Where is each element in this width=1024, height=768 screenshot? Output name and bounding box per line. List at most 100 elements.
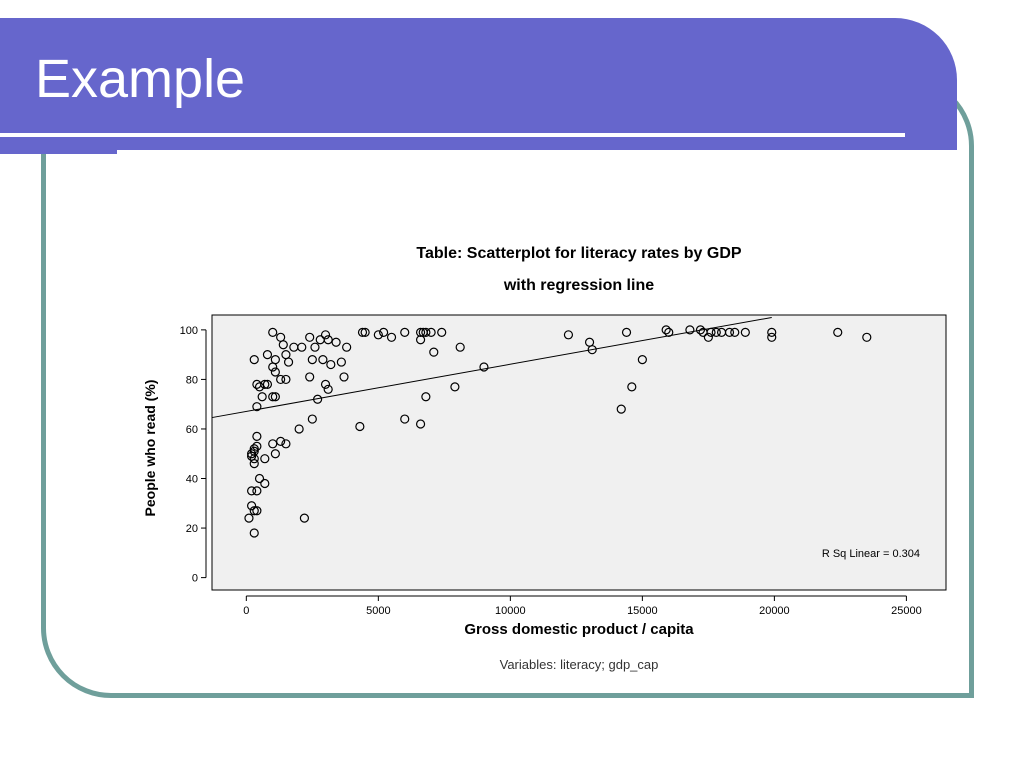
data-point bbox=[711, 327, 721, 337]
y-tick-label: 60 bbox=[186, 424, 198, 436]
data-point bbox=[278, 340, 288, 350]
data-point bbox=[437, 327, 447, 337]
data-point bbox=[415, 335, 426, 345]
data-point bbox=[379, 327, 389, 337]
data-point bbox=[415, 419, 426, 429]
data-point bbox=[276, 374, 286, 385]
data-point bbox=[270, 392, 280, 402]
data-point bbox=[260, 454, 270, 464]
data-point bbox=[249, 528, 259, 538]
x-axis-label: Gross domestic product / capita bbox=[464, 621, 694, 638]
data-point bbox=[247, 449, 257, 459]
data-point bbox=[724, 327, 735, 337]
x-tick-label: 0 bbox=[243, 605, 249, 617]
data-point bbox=[421, 392, 431, 402]
data-point bbox=[320, 379, 331, 389]
data-point bbox=[260, 478, 270, 489]
x-tick-label: 15000 bbox=[627, 605, 658, 617]
data-point bbox=[320, 330, 331, 340]
data-point bbox=[247, 451, 257, 461]
header-accent-tab bbox=[0, 150, 117, 154]
data-point bbox=[252, 402, 262, 412]
y-tick-label: 100 bbox=[180, 325, 198, 337]
chart-title: Table: Scatterplot for literacy rates by… bbox=[416, 245, 742, 262]
data-point bbox=[268, 392, 278, 402]
data-point bbox=[249, 506, 259, 516]
data-point bbox=[621, 327, 632, 337]
data-point bbox=[307, 354, 317, 365]
data-point bbox=[336, 357, 346, 367]
r-squared-annotation: R Sq Linear = 0.304 bbox=[821, 548, 920, 560]
slide-header-bar bbox=[0, 18, 957, 150]
data-point bbox=[326, 359, 336, 370]
data-point bbox=[276, 436, 286, 446]
data-point bbox=[257, 392, 267, 402]
data-point bbox=[767, 327, 777, 337]
data-point bbox=[357, 327, 368, 337]
data-point bbox=[563, 330, 574, 340]
data-point bbox=[587, 345, 597, 355]
data-point bbox=[270, 367, 280, 377]
data-point bbox=[339, 372, 349, 382]
data-point bbox=[455, 342, 465, 352]
y-tick-label: 40 bbox=[186, 474, 198, 486]
data-point bbox=[706, 327, 716, 337]
plot-area bbox=[211, 314, 947, 591]
data-point bbox=[247, 501, 257, 511]
data-point bbox=[323, 335, 333, 345]
data-point bbox=[767, 332, 777, 342]
header-divider-line bbox=[0, 133, 905, 137]
y-tick-label: 0 bbox=[192, 573, 198, 585]
data-point bbox=[426, 327, 436, 337]
y-tick-label: 80 bbox=[186, 374, 198, 386]
data-point bbox=[247, 486, 257, 496]
data-point bbox=[661, 325, 671, 335]
data-point bbox=[331, 337, 341, 347]
data-point bbox=[254, 473, 265, 484]
data-point bbox=[294, 424, 304, 434]
data-point bbox=[252, 506, 262, 516]
x-tick-label: 5000 bbox=[366, 605, 390, 617]
data-point bbox=[400, 414, 410, 424]
data-point bbox=[703, 332, 713, 342]
data-point bbox=[262, 350, 273, 360]
data-point bbox=[479, 362, 489, 372]
data-point bbox=[262, 379, 273, 389]
x-tick-label: 25000 bbox=[891, 605, 922, 617]
data-point bbox=[249, 454, 259, 464]
data-point bbox=[685, 325, 695, 335]
data-point bbox=[252, 441, 262, 451]
data-point bbox=[299, 513, 310, 523]
data-point bbox=[313, 394, 323, 404]
data-point bbox=[355, 421, 365, 432]
chart-subtitle: with regression line bbox=[503, 277, 655, 294]
data-point bbox=[637, 354, 647, 365]
data-point bbox=[429, 347, 439, 357]
data-point bbox=[268, 327, 278, 337]
data-point bbox=[833, 327, 843, 337]
data-point bbox=[283, 357, 294, 367]
chart-footnote: Variables: literacy; gdp_cap bbox=[499, 657, 659, 672]
x-tick-label: 20000 bbox=[759, 605, 790, 617]
data-point bbox=[323, 384, 333, 394]
y-tick-label: 20 bbox=[186, 523, 198, 535]
data-point bbox=[360, 327, 370, 337]
data-point bbox=[252, 486, 262, 496]
data-point bbox=[342, 342, 352, 352]
data-point bbox=[252, 431, 262, 441]
data-point bbox=[254, 382, 265, 392]
data-point bbox=[270, 449, 280, 459]
data-point bbox=[450, 382, 460, 392]
data-point bbox=[386, 332, 397, 342]
data-point bbox=[268, 439, 278, 449]
data-point bbox=[664, 327, 674, 337]
data-point bbox=[421, 327, 431, 337]
data-point bbox=[281, 439, 291, 449]
data-point bbox=[695, 325, 706, 335]
x-tick-label: 10000 bbox=[495, 605, 526, 617]
regression-line bbox=[211, 316, 772, 419]
data-point bbox=[297, 342, 307, 352]
data-point bbox=[305, 372, 315, 382]
data-point bbox=[310, 342, 320, 352]
